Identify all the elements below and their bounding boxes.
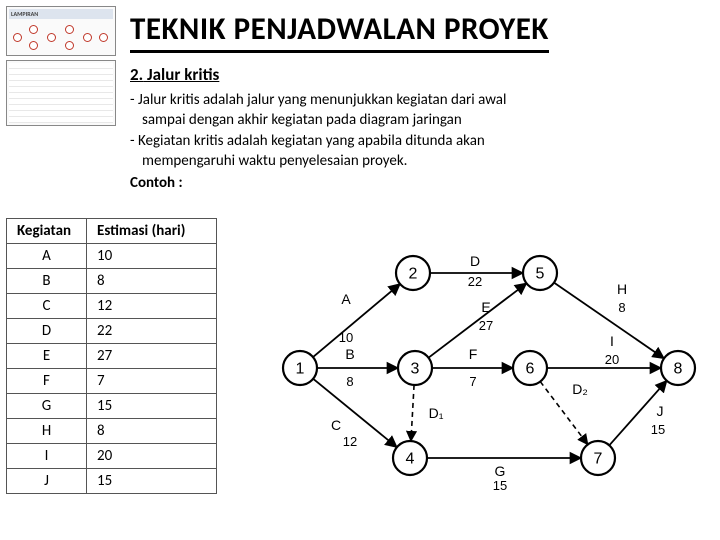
- node-label-5: 5: [536, 266, 545, 283]
- cell-activity: C: [7, 294, 87, 319]
- table-row: G15: [7, 394, 217, 419]
- slide-thumbnail: LAMPIRAN: [6, 6, 116, 130]
- table-row: I20: [7, 444, 217, 469]
- cell-activity: D: [7, 319, 87, 344]
- edge-label-J: J: [657, 403, 664, 419]
- cell-activity: J: [7, 469, 87, 494]
- para-1b: sampai dengan akhir kegiatan pada diagra…: [130, 110, 700, 130]
- node-label-3: 3: [411, 361, 420, 378]
- cell-activity: H: [7, 419, 87, 444]
- thumb-title: LAMPIRAN: [9, 9, 113, 19]
- cell-estimate: 10: [87, 244, 217, 269]
- edge-value-F: 7: [469, 374, 476, 389]
- cell-estimate: 22: [87, 319, 217, 344]
- edge-A: [313, 284, 400, 357]
- cell-activity: A: [7, 244, 87, 269]
- cell-activity: F: [7, 369, 87, 394]
- body-text: - Jalur kritis adalah jalur yang menunju…: [130, 90, 700, 193]
- edge-label-H: H: [617, 281, 627, 297]
- edge-D₁: [411, 385, 414, 441]
- table-row: J15: [7, 469, 217, 494]
- para-2b: mempengaruhi waktu penyelesaian proyek.: [130, 151, 700, 171]
- node-label-8: 8: [674, 361, 683, 378]
- activity-table: Kegiatan Estimasi (hari) A10B8C12D22E27F…: [6, 218, 217, 494]
- edge-value-A: 10: [339, 330, 353, 345]
- edge-value-J: 15: [651, 422, 665, 437]
- cell-estimate: 12: [87, 294, 217, 319]
- cell-activity: E: [7, 344, 87, 369]
- edge-value-E: 27: [479, 318, 493, 333]
- cell-estimate: 27: [87, 344, 217, 369]
- table-row: F7: [7, 369, 217, 394]
- cell-activity: G: [7, 394, 87, 419]
- edge-label-E: E: [481, 299, 490, 315]
- edge-value-B: 8: [346, 374, 353, 389]
- table-row: D22: [7, 319, 217, 344]
- edge-E: [429, 283, 527, 357]
- node-label-1: 1: [296, 361, 305, 378]
- contoh-label: Contoh :: [130, 173, 700, 193]
- edge-label-I: I: [610, 333, 614, 349]
- para-1a: - Jalur kritis adalah jalur yang menunju…: [130, 90, 700, 110]
- node-label-2: 2: [409, 266, 418, 283]
- cell-estimate: 7: [87, 369, 217, 394]
- edge-value-I: 20: [605, 352, 619, 367]
- edge-label-D: D: [470, 253, 480, 269]
- col-header-activity: Kegiatan: [7, 219, 87, 244]
- cell-estimate: 15: [87, 394, 217, 419]
- edge-value-D: 22: [468, 274, 482, 289]
- node-label-4: 4: [406, 451, 415, 468]
- section-number: 2.: [130, 64, 143, 85]
- thumb-network: [9, 21, 113, 53]
- edge-value-G: 15: [493, 478, 507, 493]
- table-row: H8: [7, 419, 217, 444]
- para-2a: - Kegiatan kritis adalah kegiatan yang a…: [130, 131, 700, 151]
- network-diagram: A10B8C12D22E27F7G15D₁D₂H8I20J1512345678: [260, 228, 710, 498]
- table-row: E27: [7, 344, 217, 369]
- section-heading: 2. Jalur kritis: [130, 64, 219, 85]
- cell-estimate: 8: [87, 419, 217, 444]
- thumb-upper: LAMPIRAN: [6, 6, 116, 56]
- cell-activity: B: [7, 269, 87, 294]
- edge-label-D₂: D₂: [572, 381, 588, 397]
- cell-estimate: 15: [87, 469, 217, 494]
- node-label-7: 7: [594, 451, 603, 468]
- cell-estimate: 8: [87, 269, 217, 294]
- col-header-estimate: Estimasi (hari): [87, 219, 217, 244]
- thumb-lower: [6, 60, 116, 126]
- table-row: A10: [7, 244, 217, 269]
- node-label-6: 6: [526, 361, 535, 378]
- table-row: C12: [7, 294, 217, 319]
- thumb-table: [9, 63, 113, 123]
- table-row: B8: [7, 269, 217, 294]
- edge-value-C: 12: [343, 434, 357, 449]
- edge-label-G: G: [495, 463, 506, 479]
- section-title: Jalur kritis: [147, 64, 219, 85]
- cell-activity: I: [7, 444, 87, 469]
- page-title: TEKNIK PENJADWALAN PROYEK: [130, 10, 549, 53]
- edge-label-F: F: [469, 346, 478, 362]
- edge-H: [554, 283, 664, 359]
- edge-label-D₁: D₁: [429, 405, 444, 421]
- edge-label-B: B: [345, 346, 354, 362]
- edge-value-H: 8: [618, 300, 625, 315]
- edge-label-C: C: [331, 417, 341, 433]
- edge-label-A: A: [341, 291, 351, 307]
- cell-estimate: 20: [87, 444, 217, 469]
